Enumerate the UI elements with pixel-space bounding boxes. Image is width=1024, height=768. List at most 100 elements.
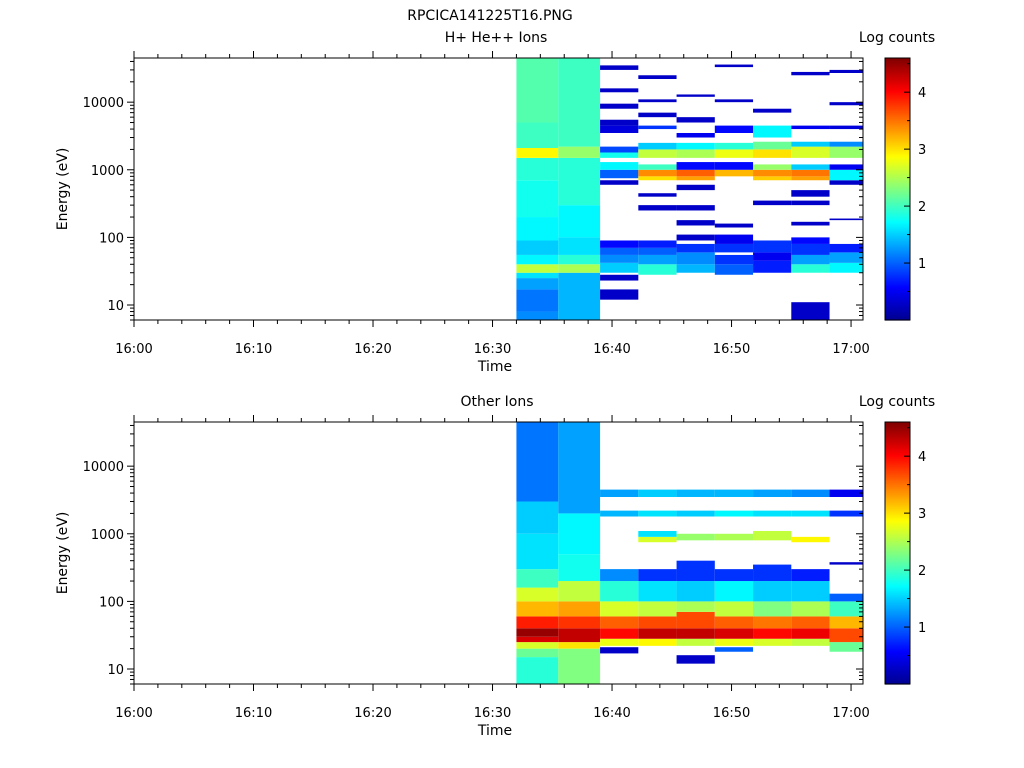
colorbar-segment: [885, 146, 910, 149]
colorbar-segment: [885, 500, 910, 503]
heatmap-cell: [676, 560, 715, 582]
heatmap-cell: [714, 99, 754, 103]
colorbar-segment: [885, 536, 910, 539]
colorbar-segment: [885, 140, 910, 143]
heatmap-cell: [676, 611, 715, 629]
heatmap-cell: [516, 648, 559, 658]
figure-title: RPCICA141225T16.PNG: [407, 8, 572, 24]
colorbar-segment: [885, 80, 910, 83]
heatmap-cell: [516, 501, 559, 534]
heatmap-cell: [753, 169, 792, 177]
y-tick-label: 10: [107, 663, 124, 678]
colorbar-segment: [885, 452, 910, 455]
colorbar-segment: [885, 636, 910, 639]
heatmap-cell: [714, 142, 754, 150]
colorbar-segment: [885, 166, 910, 169]
colorbar-segment: [885, 466, 910, 469]
heatmap-cell: [516, 587, 559, 602]
colorbar-segment: [885, 664, 910, 667]
colorbar-segment: [885, 462, 910, 465]
colorbar-segment: [885, 308, 910, 311]
heatmap-cell: [600, 169, 639, 179]
heatmap-cell: [600, 103, 639, 109]
heatmap-cell: [516, 278, 559, 290]
heatmap-cell: [600, 254, 639, 263]
colorbar-segment: [885, 464, 910, 467]
heatmap-cell: [558, 264, 601, 273]
colorbar-segment: [885, 598, 910, 601]
colorbar-segment: [885, 650, 910, 653]
colorbar-segment: [885, 502, 910, 505]
colorbar-segment: [885, 580, 910, 583]
x-tick-label: 16:40: [593, 342, 630, 357]
x-tick-label: 16:10: [235, 706, 272, 721]
x-tick-label: 16:20: [354, 342, 391, 357]
heatmap-cell: [676, 581, 715, 602]
x-tick-label: 16:00: [115, 342, 152, 357]
colorbar-segment: [885, 554, 910, 557]
heatmap-cell: [516, 122, 559, 148]
panel-title: H+ He++ Ions: [445, 30, 548, 46]
heatmap-cell: [638, 149, 677, 158]
x-tick-label: 17:00: [832, 706, 869, 721]
heatmap-cell: [829, 141, 863, 147]
colorbar-segment: [885, 238, 910, 241]
heatmap-cell: [791, 536, 830, 543]
colorbar-segment: [885, 290, 910, 293]
colorbar-segment: [885, 120, 910, 123]
colorbar-segment: [885, 608, 910, 611]
heatmap-cell: [714, 264, 754, 275]
colorbar-segment: [885, 318, 910, 321]
heatmap-cell: [638, 489, 677, 497]
x-axis-label: Time: [477, 359, 512, 375]
x-axis: 16:00 16:10 16:20 16:30 16:40 16:50 17:00: [115, 415, 870, 721]
colorbar-segment: [885, 532, 910, 535]
x-tick-label: 16:30: [474, 342, 511, 357]
y-tick-label: 100: [99, 231, 124, 246]
colorbar-segment: [885, 520, 910, 523]
y-axis: 10 100 1000 10000: [83, 60, 863, 321]
colorbar-segment: [885, 680, 910, 683]
heatmap-cell: [714, 489, 754, 497]
colorbar-segment: [885, 642, 910, 645]
colorbar-segment: [885, 142, 910, 145]
colorbar-segment: [885, 280, 910, 283]
heatmap-cell: [516, 58, 559, 123]
x-tick-label: 16:50: [713, 706, 750, 721]
colorbar-segment: [885, 638, 910, 641]
colorbar-segment: [885, 190, 910, 193]
heatmap-cell: [600, 162, 639, 170]
heatmap-cell: [600, 146, 639, 153]
colorbar-segment: [885, 430, 910, 433]
heatmap-cell: [791, 601, 830, 617]
y-axis-label: Energy (eV): [55, 148, 71, 231]
heatmap-cell: [829, 180, 863, 185]
colorbar-segment: [885, 494, 910, 497]
colorbar-segment: [885, 96, 910, 99]
heatmap-cell: [516, 601, 559, 617]
colorbar-segment: [885, 426, 910, 429]
colorbar-segment: [885, 668, 910, 671]
colorbar-segment: [885, 618, 910, 621]
colorbar-segment: [885, 244, 910, 247]
heatmap-cell: [638, 125, 677, 130]
colorbar-segment: [885, 278, 910, 281]
colorbar-segment: [885, 64, 910, 67]
colorbar-segment: [885, 114, 910, 117]
colorbar-segment: [885, 662, 910, 665]
x-axis-label: Time: [477, 723, 512, 739]
colorbar-segment: [885, 160, 910, 163]
colorbar-segment: [885, 164, 910, 167]
colorbar-segment: [885, 508, 910, 511]
colorbar-segment: [885, 180, 910, 183]
colorbar-segment: [885, 158, 910, 161]
colorbar-segment: [885, 156, 910, 159]
colorbar-segment: [885, 222, 910, 225]
heatmap-cell: [791, 146, 830, 158]
colorbar-segment: [885, 264, 910, 267]
heatmap-cell: [676, 220, 715, 226]
heatmap-cell: [676, 252, 715, 265]
colorbar-segment: [885, 224, 910, 227]
colorbar: 1 2 3 4: [884, 57, 926, 321]
y-tick-label: 1000: [91, 164, 124, 179]
